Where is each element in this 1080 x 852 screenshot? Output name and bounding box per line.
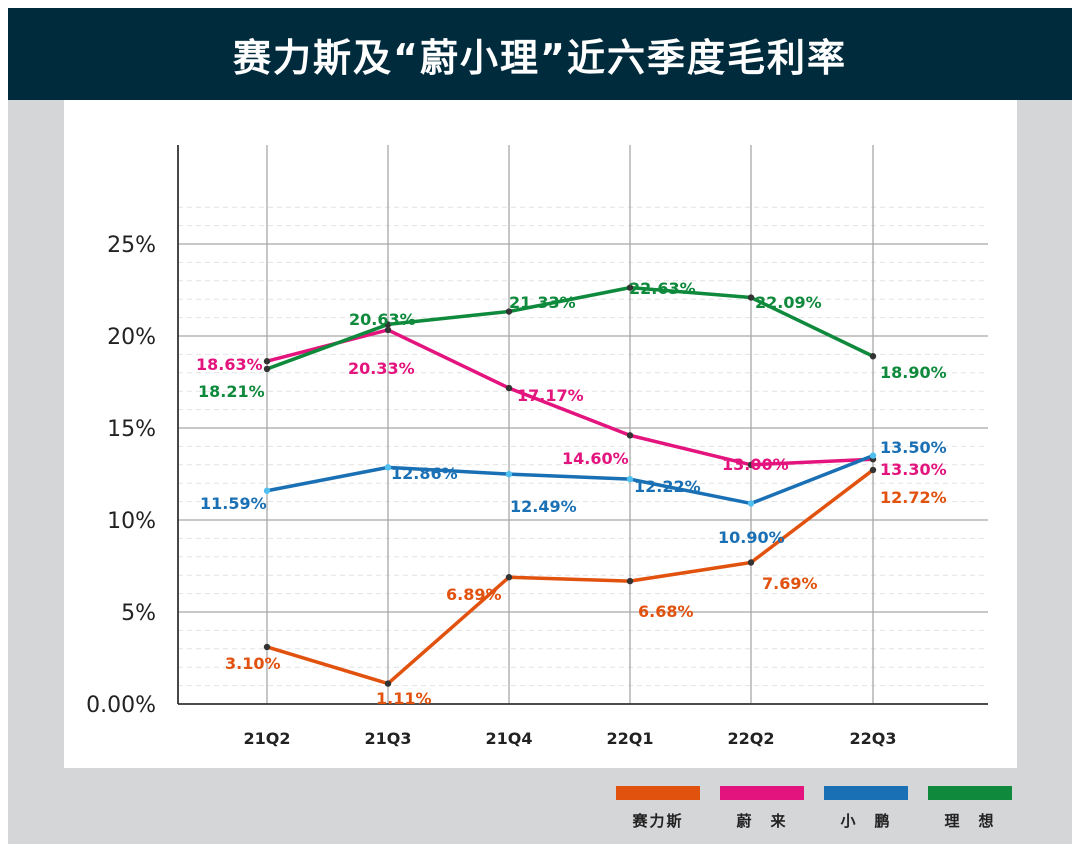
nio-data-label: 14.60% (562, 449, 629, 468)
xpeng-data-label: 12.86% (391, 464, 458, 483)
legend-item-nio: 蔚 来 (720, 786, 804, 831)
nio-data-label: 17.17% (517, 386, 584, 405)
li-data-point (263, 365, 271, 373)
legend-item-seres: 赛力斯 (616, 786, 700, 831)
x-tick-label: 21Q4 (486, 729, 533, 748)
legend-label: 小 鹏 (840, 812, 892, 830)
xpeng-data-point (384, 464, 392, 471)
seres-data-point (505, 574, 513, 581)
li-data-point (384, 321, 392, 328)
li-data-label: 22.63% (629, 279, 696, 298)
xpeng-data-label: 11.59% (200, 494, 267, 513)
title-banner: 赛力斯及“蔚小理”近六季度毛利率 (8, 8, 1072, 100)
seres-data-point (869, 466, 877, 474)
nio-data-label: 13.30% (880, 460, 947, 479)
legend-swatch (928, 786, 1012, 800)
li-data-label: 20.63% (349, 310, 416, 329)
x-tick-label: 22Q1 (607, 729, 654, 748)
legend-item-xpeng: 小 鹏 (824, 786, 908, 831)
y-tick-label: 0.00% (86, 693, 156, 718)
seres-data-point (384, 680, 392, 687)
nio-data-label: 13.00% (722, 455, 789, 474)
chart-frame: 赛力斯及“蔚小理”近六季度毛利率 0.00% 5% 10% 15% 20% 25% 21Q2… (8, 8, 1072, 844)
seres-data-label: 1.11% (376, 689, 432, 708)
x-tick-label: 21Q3 (365, 729, 412, 748)
nio-data-label: 18.63% (196, 355, 263, 374)
li-data-label: 18.21% (198, 382, 265, 401)
li-data-label: 18.90% (880, 363, 947, 382)
legend-label: 理 想 (944, 812, 996, 830)
seres-series-line (265, 468, 875, 686)
legend: 赛力斯 蔚 来 小 鹏 理 想 (8, 768, 1072, 844)
li-data-point (869, 353, 877, 360)
y-tick-label: 5% (121, 601, 156, 626)
xpeng-data-point (505, 470, 513, 478)
legend-item-li: 理 想 (928, 786, 1012, 831)
li-data-label: 21.33% (509, 293, 576, 312)
seres-data-label: 6.68% (638, 602, 694, 621)
nio-series-line (265, 328, 875, 467)
nio-data-point (384, 326, 392, 334)
x-tick-label: 22Q3 (850, 729, 897, 748)
legend-swatch (616, 786, 700, 800)
y-tick-label: 25% (107, 233, 156, 258)
y-tick-label: 10% (107, 509, 156, 534)
li-data-point (505, 308, 513, 315)
xpeng-series-line (265, 453, 875, 506)
seres-data-point (747, 559, 755, 566)
xpeng-data-label: 13.50% (880, 438, 947, 457)
x-tick-label: 21Q2 (244, 729, 291, 748)
seres-data-label: 12.72% (880, 488, 947, 507)
seres-data-label: 6.89% (446, 585, 502, 604)
xpeng-data-point (747, 500, 755, 507)
x-tick-label: 22Q2 (728, 729, 775, 748)
seres-data-label: 3.10% (225, 654, 281, 673)
xpeng-data-label: 10.90% (718, 528, 785, 547)
li-data-label: 22.09% (755, 293, 822, 312)
li-data-point (626, 284, 634, 291)
y-tick-label: 20% (107, 325, 156, 350)
seres-data-label: 7.69% (762, 574, 818, 593)
xpeng-data-point (263, 487, 271, 494)
xpeng-data-point (869, 452, 877, 459)
nio-data-point (626, 432, 634, 439)
xpeng-data-label: 12.22% (634, 477, 701, 496)
seres-data-point (263, 643, 271, 651)
nio-data-point (747, 461, 755, 468)
xpeng-data-point (626, 475, 634, 483)
y-tick-label: 15% (107, 417, 156, 442)
chart-title: 赛力斯及“蔚小理”近六季度毛利率 (233, 35, 847, 80)
nio-data-point (505, 384, 513, 392)
li-data-point (747, 294, 755, 301)
legend-swatch (824, 786, 908, 800)
li-series-line (265, 285, 875, 371)
legend-label: 蔚 来 (736, 812, 788, 830)
seres-data-point (626, 577, 634, 585)
xpeng-data-label: 12.49% (510, 497, 577, 516)
nio-data-point (263, 358, 271, 365)
line-chart: 0.00% 5% 10% 15% 20% 25% 21Q2 21Q3 21Q4 22Q1 22Q2 2… (86, 145, 988, 748)
plot-panel: 0.00% 5% 10% 15% 20% 25% 21Q2 21Q3 21Q4 22Q1 22Q2 2… (64, 100, 1017, 768)
nio-data-label: 20.33% (348, 359, 415, 378)
legend-swatch (720, 786, 804, 800)
legend-label: 赛力斯 (632, 812, 684, 830)
